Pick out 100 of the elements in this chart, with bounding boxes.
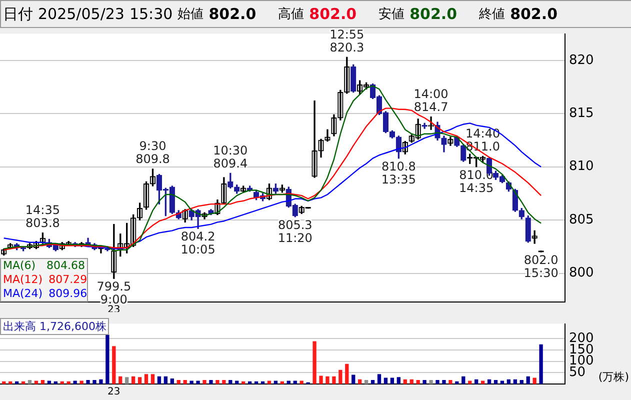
y-tick-label: 815 bbox=[569, 106, 594, 121]
bar bbox=[228, 380, 232, 384]
bar bbox=[384, 378, 388, 384]
annotation: 出来高 1,726,600株 bbox=[0, 318, 110, 335]
bar bbox=[390, 378, 394, 384]
bar bbox=[474, 379, 478, 384]
annotation: 802.0 15:30 bbox=[524, 253, 558, 280]
y-tick-label: 810 bbox=[569, 159, 594, 174]
bar bbox=[422, 380, 426, 384]
bar bbox=[260, 381, 265, 384]
chart-title: 日付 2025/05/23 15:30 始値 802.0 高値 802.0 安値 802.0 終値 802.0 bbox=[3, 4, 558, 23]
bar bbox=[209, 380, 213, 384]
bar bbox=[254, 381, 258, 384]
bar bbox=[190, 380, 194, 384]
bar bbox=[468, 380, 472, 384]
bar bbox=[506, 379, 511, 384]
bar bbox=[513, 379, 517, 384]
text: MA(12) 807.29 bbox=[3, 273, 88, 287]
bar bbox=[196, 380, 200, 384]
bar bbox=[280, 381, 284, 384]
bar bbox=[222, 380, 226, 384]
bar bbox=[487, 379, 492, 384]
bar bbox=[144, 374, 148, 384]
bar bbox=[480, 380, 485, 384]
bar bbox=[539, 344, 543, 384]
annotation: 810.8 13:35 bbox=[381, 159, 416, 186]
text: MA(24) 809.96 bbox=[3, 287, 88, 301]
bar bbox=[312, 341, 316, 384]
bar bbox=[164, 376, 168, 384]
bar bbox=[345, 364, 349, 384]
bar bbox=[403, 379, 407, 384]
bar bbox=[410, 379, 414, 384]
bar bbox=[319, 376, 323, 384]
annotation: 14:35 803.8 bbox=[25, 202, 60, 230]
bar bbox=[462, 376, 466, 384]
bar bbox=[112, 346, 116, 384]
bar bbox=[448, 380, 452, 384]
bar bbox=[125, 377, 129, 384]
bar bbox=[235, 380, 239, 384]
y-axis-title: (万株) bbox=[598, 370, 629, 384]
bar bbox=[436, 380, 440, 384]
bar bbox=[242, 381, 246, 384]
bar bbox=[216, 380, 220, 384]
annotation: 9:30 809.8 bbox=[136, 139, 170, 166]
bar bbox=[364, 380, 368, 384]
bar bbox=[66, 381, 70, 384]
bar bbox=[377, 374, 382, 384]
bar bbox=[14, 381, 19, 384]
y-tick-label: 50 bbox=[569, 365, 586, 380]
annotation: 805.3 11:20 bbox=[278, 218, 312, 245]
bar bbox=[300, 380, 304, 384]
bar bbox=[92, 380, 96, 384]
bar bbox=[80, 380, 84, 384]
bar bbox=[2, 381, 6, 384]
bar bbox=[40, 380, 45, 384]
bar bbox=[526, 376, 530, 384]
bar bbox=[274, 380, 278, 384]
bar bbox=[352, 374, 356, 384]
bar bbox=[138, 377, 142, 384]
bar bbox=[73, 380, 77, 384]
bar bbox=[338, 370, 342, 384]
bar bbox=[532, 378, 536, 384]
bar bbox=[176, 380, 180, 384]
y-tick-label: 800 bbox=[569, 266, 594, 281]
annotation: 14:00 814.7 bbox=[414, 86, 448, 114]
bar bbox=[442, 380, 446, 384]
bar bbox=[34, 380, 38, 384]
bar bbox=[118, 376, 122, 384]
bar bbox=[370, 380, 375, 384]
bar bbox=[170, 378, 174, 384]
bar bbox=[520, 380, 524, 384]
bar bbox=[267, 380, 272, 384]
bar bbox=[131, 376, 136, 384]
bar bbox=[28, 380, 32, 384]
bar bbox=[54, 381, 58, 384]
bar bbox=[202, 380, 206, 384]
bar bbox=[396, 377, 400, 384]
bar bbox=[494, 380, 498, 384]
bar bbox=[47, 380, 52, 384]
bar bbox=[416, 380, 420, 384]
bar bbox=[183, 380, 187, 384]
bar bbox=[293, 380, 297, 384]
bar bbox=[150, 374, 155, 384]
bar bbox=[455, 381, 459, 384]
bar bbox=[157, 376, 162, 384]
bar bbox=[21, 381, 26, 384]
bar bbox=[332, 376, 336, 384]
bar bbox=[248, 381, 252, 384]
series-label: MA(6) 804.68 bbox=[3, 259, 85, 273]
annotation: 12:55 820.3 bbox=[330, 27, 364, 54]
bar bbox=[429, 380, 433, 384]
bar bbox=[99, 379, 103, 384]
bar bbox=[500, 380, 504, 384]
bar bbox=[358, 379, 362, 384]
bar bbox=[60, 381, 64, 384]
bar bbox=[326, 376, 330, 384]
bar bbox=[86, 380, 90, 384]
annotation: 10:30 809.4 bbox=[213, 143, 248, 170]
bar bbox=[8, 381, 12, 384]
x-tick-label: 23 bbox=[108, 386, 120, 398]
